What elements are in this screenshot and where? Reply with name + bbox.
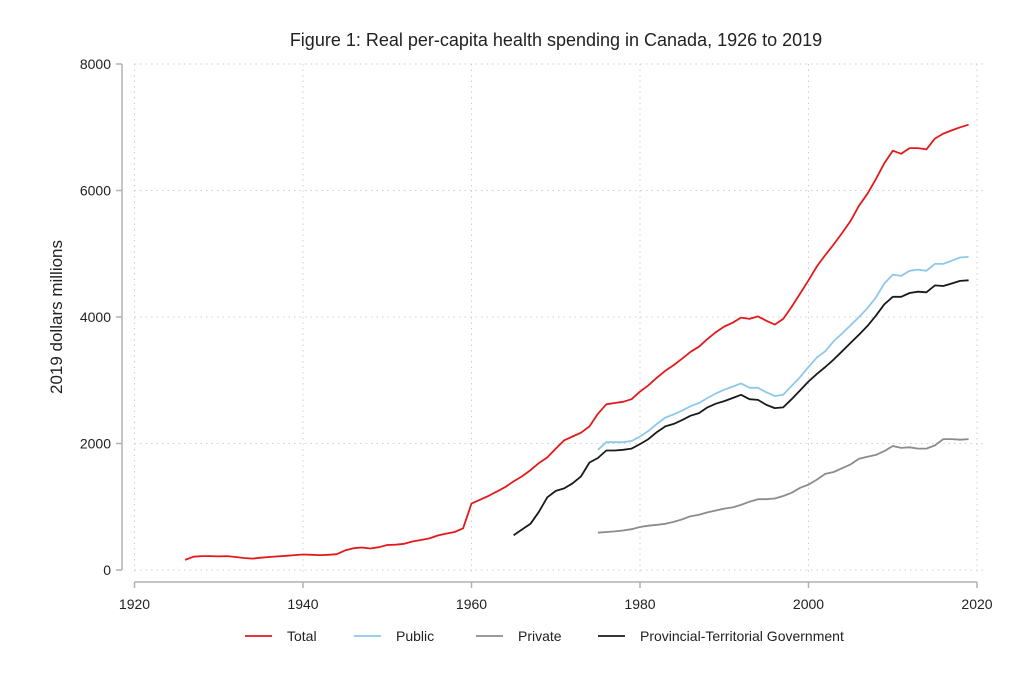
gridlines (134, 63, 983, 574)
legend: Total Public Private Provincial-Territorial… (245, 628, 844, 644)
x-tick-label: 2000 (793, 596, 824, 612)
legend-item: Public (354, 628, 434, 644)
legend-item: Total (245, 628, 317, 644)
y-tick-label: 2000 (80, 436, 111, 452)
x-tick-label: 1980 (624, 596, 655, 612)
series-lines (184, 123, 969, 561)
axes: 0 2000 4000 6000 8000 1920 1940 1960 1980 2000 202… (80, 56, 993, 612)
x-tick-label: 1960 (456, 596, 487, 612)
x-tick-label: 1920 (119, 596, 150, 612)
series-line-provincial-territorial-government (513, 279, 969, 536)
y-tick-label: 0 (103, 562, 111, 578)
legend-label: Total (287, 628, 317, 644)
legend-item: Private (476, 628, 562, 644)
legend-label: Public (396, 628, 434, 644)
series-line-total (184, 123, 969, 561)
y-tick-label: 8000 (80, 56, 111, 72)
chart-title: Figure 1: Real per-capita health spendin… (290, 30, 822, 50)
series-line-public (597, 256, 969, 451)
y-tick-label: 6000 (80, 183, 111, 199)
x-tick-label: 1940 (287, 596, 318, 612)
legend-label: Private (518, 628, 562, 644)
legend-label: Provincial-Territorial Government (640, 628, 844, 644)
y-tick-label: 4000 (80, 309, 111, 325)
legend-item: Provincial-Territorial Government (598, 628, 844, 644)
series-line-private (597, 438, 969, 534)
x-tick-label: 2020 (961, 596, 992, 612)
y-axis-label: 2019 dollars millions (47, 240, 66, 394)
